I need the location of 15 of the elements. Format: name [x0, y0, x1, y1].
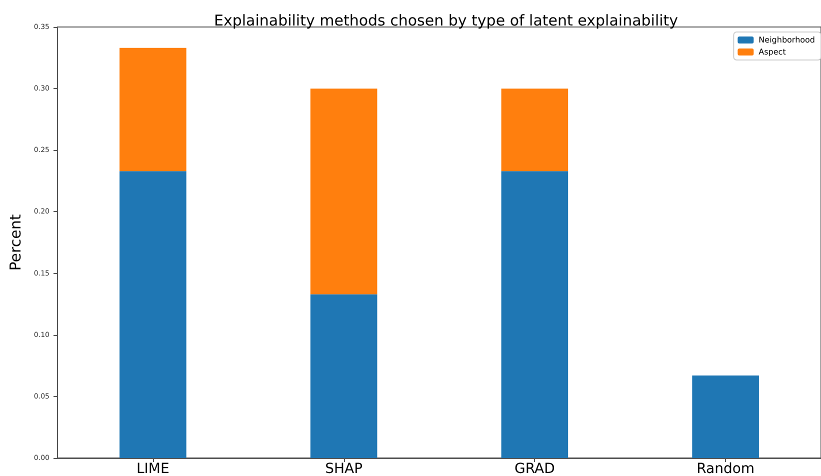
bar	[501, 171, 568, 458]
x-tick-label: GRAD	[514, 461, 555, 476]
bar	[310, 294, 378, 458]
legend-label: Neighborhood	[758, 36, 816, 44]
bar	[310, 88, 378, 294]
x-tick-label: SHAP	[325, 461, 363, 476]
bar	[692, 375, 759, 458]
bar	[120, 48, 186, 172]
legend-label: Aspect	[758, 48, 786, 56]
bar	[501, 88, 568, 172]
y-axis-title: Percent	[6, 214, 24, 271]
bar	[120, 171, 186, 458]
chart-title: Explainability methods chosen by type of latent explainability	[214, 12, 678, 30]
x-tick-label: Random	[696, 461, 755, 476]
x-tick-label: LIME	[136, 461, 170, 476]
